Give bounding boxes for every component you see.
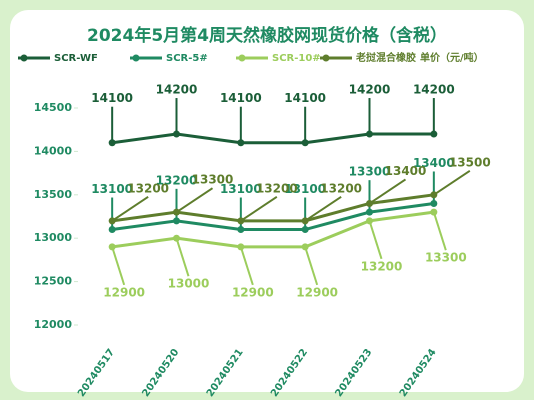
leader-line (368, 220, 383, 260)
point (237, 217, 245, 225)
data-label: 13200 (256, 181, 298, 195)
legend-marker (20, 54, 28, 62)
point (237, 243, 245, 251)
point (108, 217, 116, 225)
y-axis-label: 单价（元/吨） (420, 51, 484, 64)
data-label: 13300 (349, 165, 391, 179)
point (301, 243, 309, 251)
data-label: 13200 (127, 181, 169, 195)
legend-marker (238, 54, 246, 62)
series-line (111, 132, 434, 145)
panel (10, 10, 524, 392)
data-label: 14100 (91, 91, 133, 105)
data-label: 13100 (284, 182, 326, 196)
leader-line (432, 211, 447, 251)
point (301, 139, 309, 147)
leader-line (368, 178, 407, 205)
point (237, 139, 245, 147)
y-tick-label: 13000 (34, 231, 73, 244)
chart-title: 2024年5月第4周天然橡胶网现货价格（含税） (87, 25, 447, 46)
point (301, 226, 309, 234)
series-line (111, 193, 435, 223)
y-tick-label: 14500 (34, 101, 73, 114)
data-label: 13000 (168, 277, 210, 291)
data-label: 13300 (192, 173, 234, 187)
data-label: 12900 (232, 285, 274, 299)
leader-line (239, 246, 254, 286)
data-label: 13400 (413, 156, 455, 170)
legend-label: SCR-10# (272, 53, 321, 64)
data-label: 13200 (361, 259, 403, 273)
point (430, 208, 438, 216)
point (173, 217, 180, 225)
point (430, 130, 438, 138)
y-tick-label: 14000 (34, 144, 73, 157)
point (366, 208, 373, 216)
data-label: 13500 (449, 155, 491, 169)
series-line (111, 210, 435, 249)
point (301, 217, 309, 225)
point (430, 191, 438, 199)
leader-line (175, 187, 214, 213)
point (237, 226, 245, 234)
leader-line (175, 237, 190, 277)
data-label: 14200 (349, 83, 391, 97)
legend-marker (132, 54, 140, 62)
data-label: 14100 (220, 91, 262, 105)
leader-line (111, 196, 149, 222)
point (366, 199, 373, 207)
series-line (111, 201, 435, 232)
data-label: 13100 (220, 182, 262, 196)
y-tick-label: 12000 (34, 318, 73, 331)
data-label: 14200 (156, 83, 198, 97)
leader-line (433, 169, 471, 196)
leader-line (240, 196, 278, 222)
point (108, 226, 116, 234)
data-label: 14200 (413, 83, 455, 97)
y-tick-label: 12500 (34, 275, 73, 288)
legend-label: SCR-WF (54, 53, 98, 64)
point (173, 234, 180, 242)
data-label: 13300 (425, 251, 467, 265)
legend-label: 老挝混合橡胶 (355, 51, 416, 64)
legend-marker (322, 54, 330, 62)
point (108, 139, 116, 147)
data-label: 13200 (320, 181, 362, 195)
data-label: 14100 (284, 91, 326, 105)
y-tick-label: 13500 (34, 188, 73, 201)
data-label: 13200 (156, 173, 198, 187)
data-label: 13100 (91, 182, 133, 196)
point (366, 217, 373, 225)
point (173, 208, 180, 216)
data-label: 13400 (385, 164, 427, 178)
point (108, 243, 116, 251)
leader-line (304, 246, 319, 286)
data-label: 12900 (296, 285, 338, 299)
leader-line (304, 196, 342, 222)
point (366, 130, 373, 138)
point (430, 199, 438, 207)
leader-line (111, 246, 126, 286)
data-label: 12900 (103, 285, 145, 299)
point (173, 130, 180, 138)
legend-label: SCR-5# (166, 53, 208, 64)
